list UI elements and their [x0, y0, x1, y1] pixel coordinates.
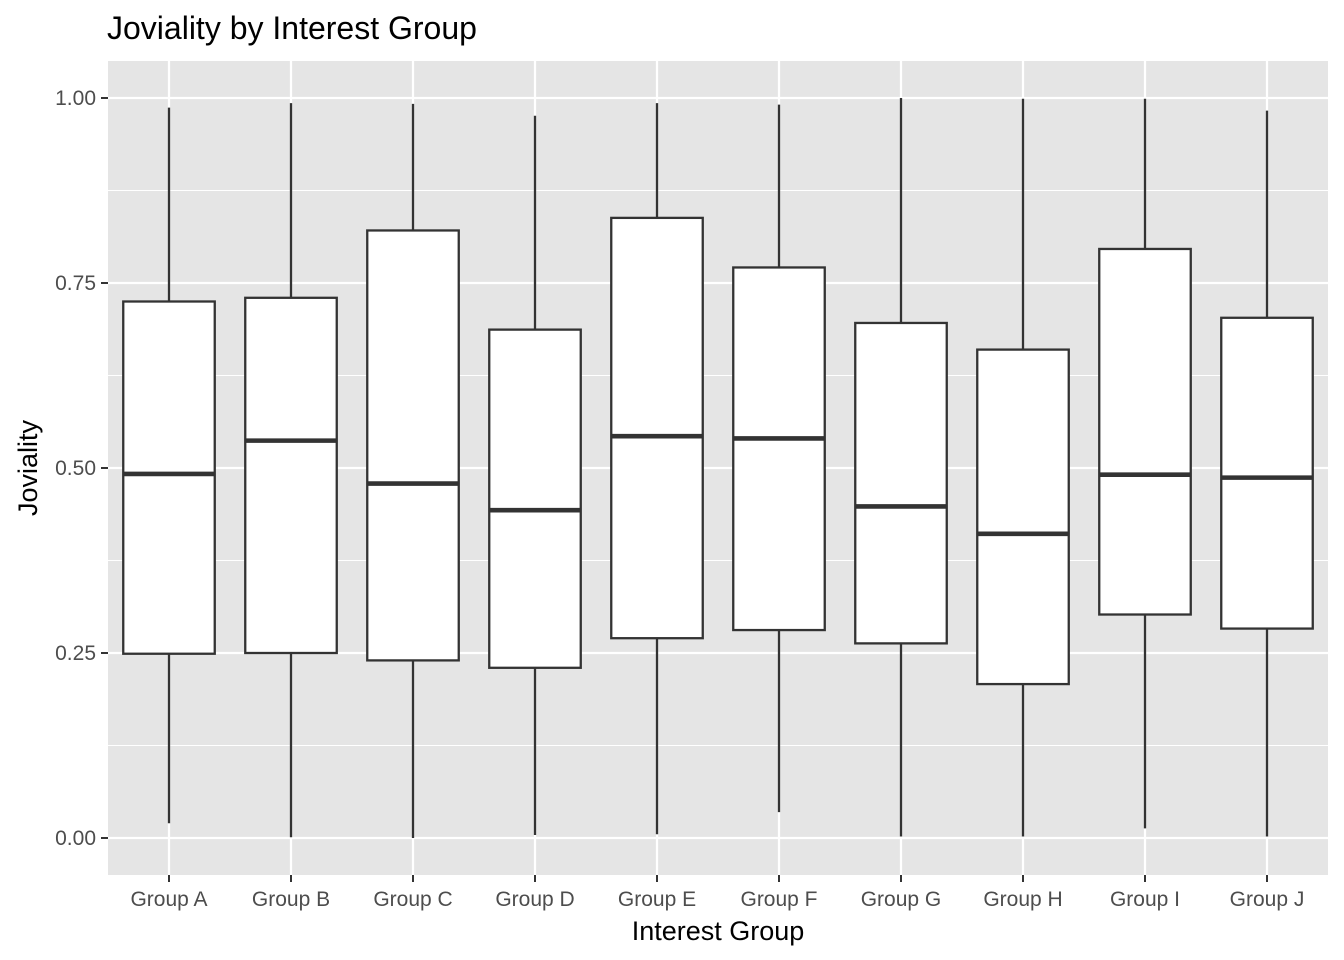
x-tick-label: Group A	[130, 888, 207, 911]
x-tick-label: Group F	[740, 888, 817, 911]
box-body	[854, 321, 948, 645]
x-tick-label: Group J	[1230, 888, 1305, 911]
x-tick-label: Group D	[495, 888, 574, 911]
box-body	[610, 216, 704, 640]
y-axis: 0.00 0.25 0.50 0.75 1.00	[55, 87, 108, 850]
box-group-e	[610, 103, 704, 835]
box-group-f	[732, 104, 826, 813]
box-group-g	[854, 98, 948, 837]
x-axis-title: Interest Group	[632, 916, 805, 946]
y-tick-label: 0.50	[55, 457, 96, 480]
x-tick-label: Group C	[373, 888, 452, 911]
x-tick-label: Group H	[983, 888, 1062, 911]
box-group-d	[488, 115, 582, 836]
y-tick-label: 1.00	[55, 87, 96, 110]
y-tick-label: 0.25	[55, 642, 96, 665]
y-axis-title: Joviality	[13, 419, 43, 516]
box-body	[976, 348, 1070, 686]
box-group-i	[1098, 98, 1192, 829]
x-tick-label: Group I	[1110, 888, 1180, 911]
box-body	[732, 266, 826, 632]
boxes	[122, 98, 1314, 838]
x-axis: Group A Group B Group C Group D Group E Group…	[130, 875, 1304, 911]
x-tick-label: Group E	[618, 888, 696, 911]
y-tick-label: 0.00	[55, 827, 96, 850]
box-body	[1098, 247, 1192, 616]
box-group-j	[1220, 110, 1314, 837]
box-body	[1220, 316, 1314, 630]
x-tick-label: Group B	[252, 888, 330, 911]
box-body	[122, 300, 216, 655]
box-body	[488, 328, 582, 669]
chart-title: Joviality by Interest Group	[107, 10, 477, 46]
box-group-h	[976, 98, 1070, 837]
box-body	[366, 229, 460, 662]
box-group-a	[122, 107, 216, 824]
box-body	[244, 296, 338, 655]
box-group-b	[244, 103, 338, 838]
x-tick-label: Group G	[861, 888, 942, 911]
y-tick-label: 0.75	[55, 272, 96, 295]
box-group-c	[366, 103, 460, 838]
